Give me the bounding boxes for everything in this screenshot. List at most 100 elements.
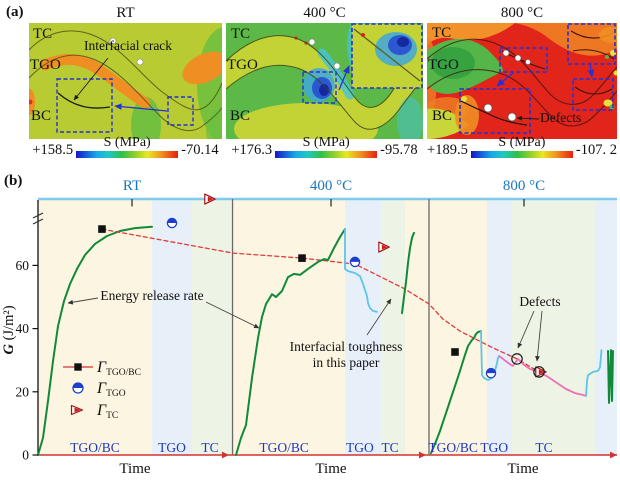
bc-yellow-patch: [234, 103, 378, 139]
region-band: [152, 199, 193, 455]
box-defects-top: [499, 47, 548, 73]
top-axis-label: 800 °C: [503, 178, 545, 194]
gamma-subscript: TC: [106, 411, 118, 421]
crack-line: [460, 100, 528, 126]
legend-triangle-fill: [74, 407, 81, 413]
layer-label-tgo: TGO: [428, 57, 459, 73]
interface-lines: [29, 30, 222, 131]
colorbar-middle: S (MPa): [76, 135, 179, 158]
defects-label-plot: Defects: [519, 294, 560, 309]
colorbar-max: +158.5: [32, 141, 74, 158]
annotation-arrow: [366, 298, 392, 336]
inset-bottom-left: [455, 88, 531, 135]
region-label: TC: [201, 440, 218, 455]
top-axis-label: RT: [123, 178, 141, 194]
colorbar-min: -70.14: [181, 141, 219, 158]
region-band: [345, 199, 382, 455]
half-circle-fill: [486, 368, 496, 374]
region-band: [487, 199, 513, 455]
defect-dot: [136, 58, 144, 66]
triangle-fill: [538, 369, 545, 375]
region-band: [405, 199, 429, 455]
background-bands: [38, 199, 617, 455]
axis-break-icon: [32, 212, 44, 225]
region-band: [192, 199, 233, 455]
blue-core: [319, 84, 329, 96]
orange-band: [39, 53, 151, 109]
marker-half-circle: [166, 217, 178, 229]
panel-a-label: (a): [6, 4, 24, 20]
yellow-green-corner: [427, 108, 469, 139]
interface-lines: [427, 38, 617, 127]
x-axis-arrow: [222, 451, 230, 459]
green-patch: [131, 97, 161, 139]
x-axis-label: Time: [507, 461, 538, 477]
marker-square: [451, 348, 459, 356]
defect-dot: [109, 37, 117, 45]
region-label: TGO/BC: [70, 440, 120, 455]
y-tick-label: 40: [16, 321, 30, 336]
tgo-bc-interface: [226, 64, 423, 130]
box-link-arrow: [587, 63, 595, 78]
series-energy-release-rate-400: [235, 228, 346, 456]
legend-item-gamma-tgo: ΓTGO: [72, 380, 126, 399]
colorbar-gradient: [275, 151, 378, 158]
y-tick-label: 20: [16, 384, 30, 399]
region-label: TGO: [158, 440, 186, 455]
annotation-arrow: [535, 310, 543, 362]
region-band: [38, 199, 153, 455]
yellow-spot: [461, 96, 467, 102]
inset-line: [572, 49, 615, 60]
contour-title-rt: RT: [116, 5, 135, 21]
yellow-spot: [613, 70, 617, 76]
x-axis-arrow: [610, 451, 618, 459]
inset-400: [351, 23, 423, 89]
tgo-bc-interface: [29, 54, 222, 131]
inset-border: [351, 23, 423, 89]
crack-arrow: [73, 57, 109, 101]
y-tick-label: 0: [22, 448, 29, 463]
region-band: [512, 199, 595, 455]
triangle-fill: [207, 196, 214, 202]
region-band: [232, 199, 345, 455]
defect-dot: [507, 112, 517, 122]
data-curves: [37, 225, 614, 456]
layer-label-bc: BC: [432, 108, 453, 124]
square-marker: [98, 225, 106, 233]
colorbar-title: S (MPa): [103, 135, 151, 150]
axes: [32, 197, 618, 459]
orange-patch: [182, 51, 222, 85]
inset-top-right: [567, 23, 617, 65]
legend-item-gamma-tgo-bc: ΓTGO/BC: [63, 359, 141, 378]
marker-triangle: [378, 241, 390, 253]
inset-border: [459, 88, 531, 134]
marker-open-circle: [511, 353, 523, 365]
inset-border: [567, 23, 616, 65]
red-spot: [361, 33, 365, 37]
y-tick-label: 60: [16, 258, 30, 273]
series-g-tc-400-green: [401, 231, 415, 315]
half-circle-fill: [350, 257, 360, 262]
y-axis-title-units: (J/m²): [1, 305, 17, 344]
tc-tgo-interface: [427, 38, 617, 105]
zoom-box: [56, 78, 113, 133]
open-circle-marker: [533, 366, 545, 378]
marker-half-circle: [485, 367, 497, 379]
marker-half-circle: [349, 256, 361, 268]
gamma-symbol: Γ: [96, 359, 107, 376]
square-marker: [298, 254, 306, 262]
region-label: TC: [381, 440, 398, 455]
orange-patch: [455, 95, 479, 135]
interfacial-crack-label: Interfacial crack: [84, 38, 173, 53]
annotation-arrow: [205, 301, 260, 329]
x-axis-label: Time: [119, 461, 150, 477]
legend-item-gamma-tc: ΓTC: [70, 402, 118, 421]
colorbar-gradient: [76, 151, 179, 158]
defect-dot: [308, 38, 316, 46]
colorbar-400: +176.3 S (MPa) -95.78: [226, 136, 423, 158]
colorbar-gradient: [470, 151, 573, 158]
contour-stress-patches: [29, 27, 222, 139]
defect-dot: [525, 59, 531, 65]
gamma-subscript: TGO/BC: [106, 368, 141, 378]
